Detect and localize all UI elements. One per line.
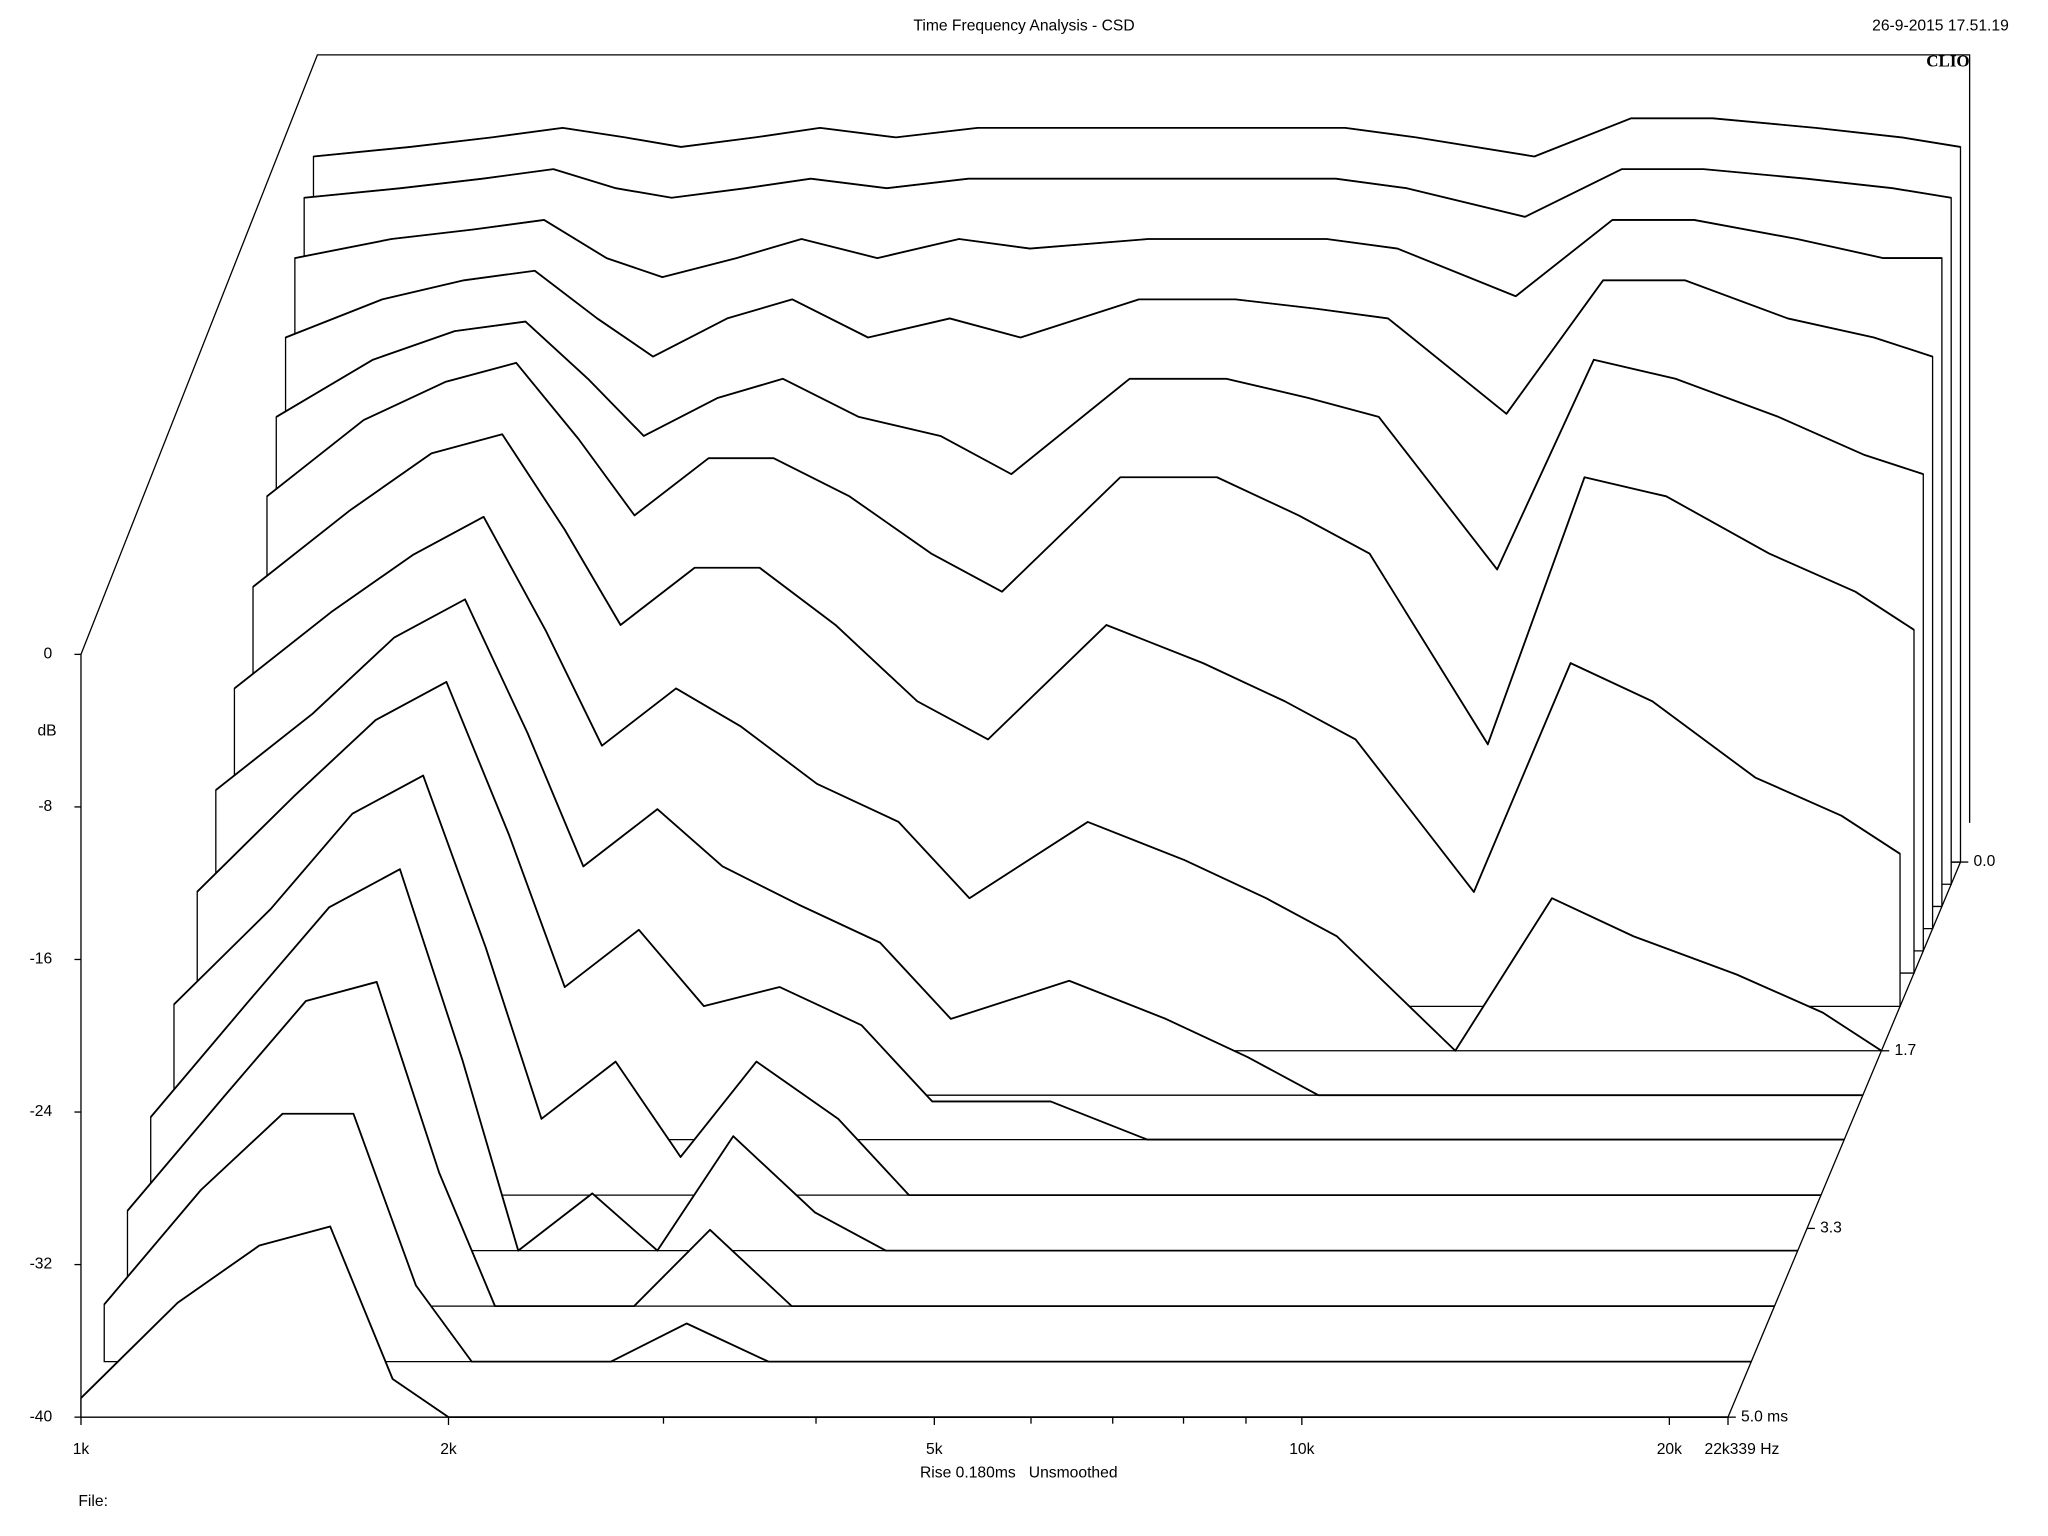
slice-line: [313, 117, 1961, 158]
y-tick-label: 0: [44, 646, 53, 663]
x-tick-label: 20k: [1657, 1441, 1682, 1458]
slice-line: [126, 981, 1775, 1308]
slice-line: [252, 433, 1901, 893]
file-label: File:: [78, 1493, 108, 1510]
y-axis-label: dB: [37, 723, 56, 740]
z-tick-label: 1.7: [1895, 1042, 1917, 1059]
slice-line: [215, 598, 1863, 1097]
slice-line: [294, 219, 1942, 298]
slice-line: [196, 681, 1845, 1141]
slice-line: [285, 269, 1933, 415]
x-tick-label: 5k: [926, 1441, 943, 1458]
z-tick-label: 3.3: [1820, 1220, 1842, 1237]
chart-title: Time Frequency Analysis - CSD: [913, 17, 1134, 34]
y-tick-label: -8: [38, 798, 52, 815]
slice-fill: [80, 1225, 1728, 1418]
slice-line: [275, 320, 1924, 571]
slice-line: [233, 515, 1882, 1052]
slice-line: [173, 774, 1821, 1197]
x-tick-label: 2k: [440, 1441, 457, 1458]
slice-line: [150, 868, 1798, 1252]
y-tick-label: -32: [30, 1256, 53, 1273]
date: 26-9-2015 17.51.19: [1872, 17, 2009, 34]
y-tick-label: -16: [30, 951, 53, 968]
slice-line: [304, 168, 1952, 218]
x-tick-label: 1k: [73, 1441, 90, 1458]
x-tick-label: 10k: [1289, 1441, 1314, 1458]
frame: [80, 54, 1971, 1418]
y-tick-label: -40: [30, 1408, 53, 1425]
z-tick-label: 0.0: [1974, 853, 1996, 870]
slice-line: [103, 1112, 1752, 1363]
z-tick-label: 5.0 ms: [1741, 1408, 1788, 1425]
brand: CLIO: [1926, 52, 1969, 71]
settings-text: Rise 0.180ms Unsmoothed: [920, 1464, 1118, 1481]
y-tick-label: -24: [30, 1103, 53, 1120]
slice-line: [266, 361, 1915, 746]
x-tick-label: 22k339 Hz: [1704, 1441, 1779, 1458]
